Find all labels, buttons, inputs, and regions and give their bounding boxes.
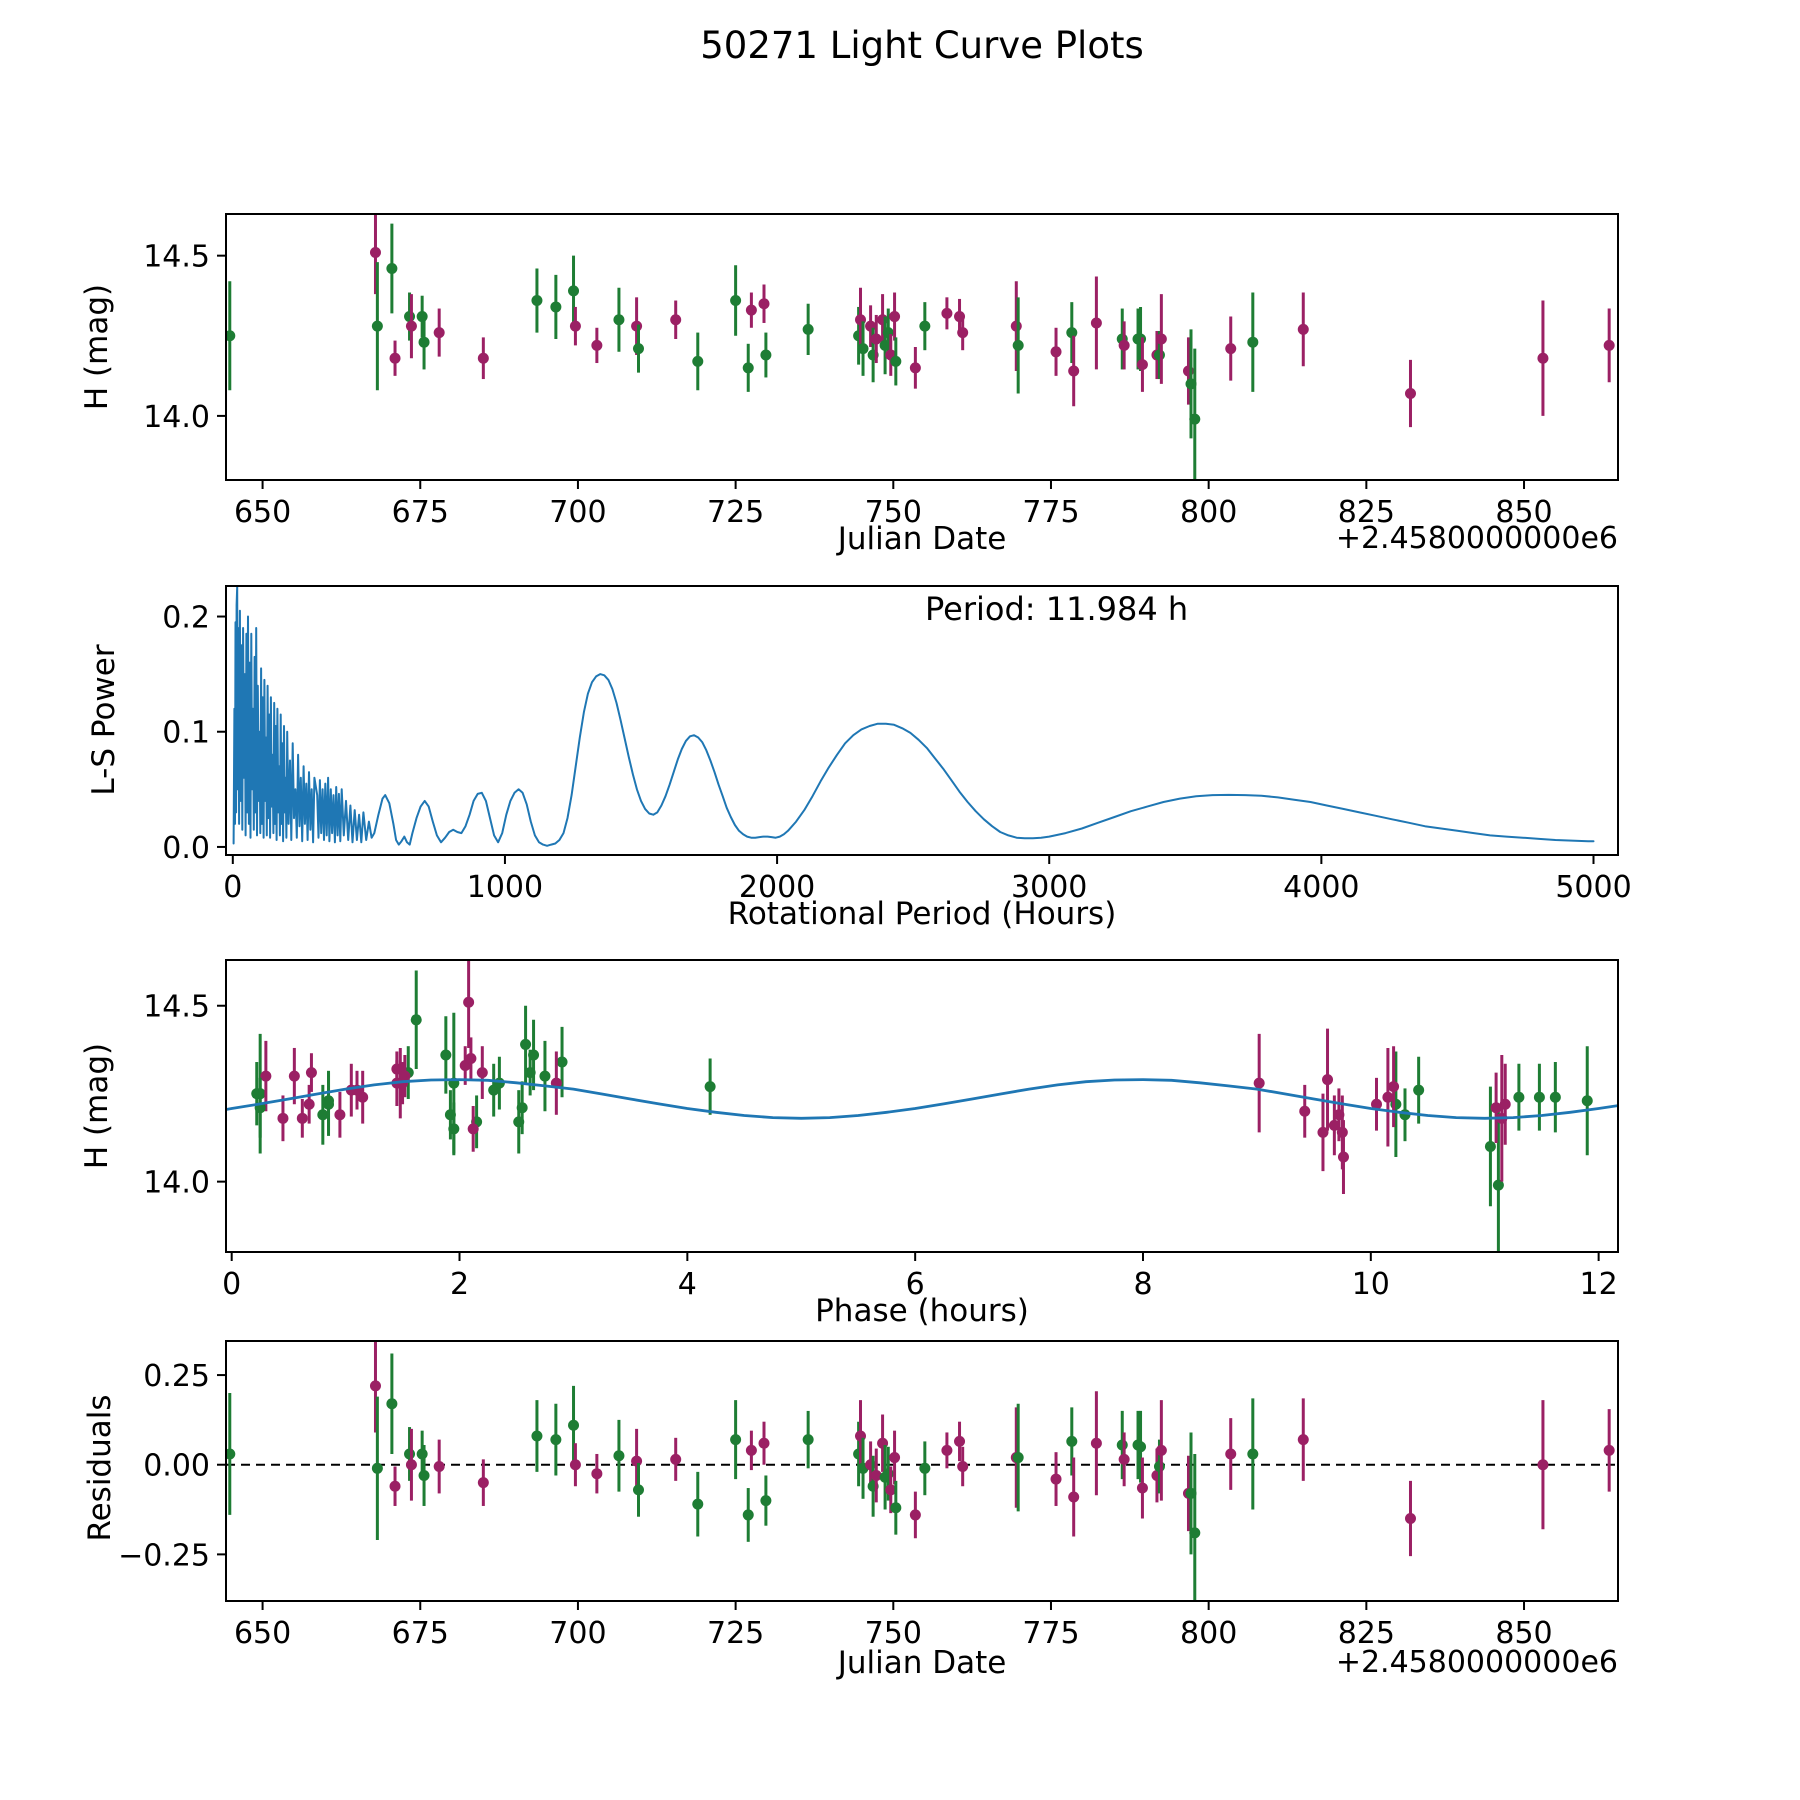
svg-text:0.0: 0.0	[162, 831, 210, 866]
svg-text:750: 750	[865, 1616, 922, 1651]
svg-text:14.0: 14.0	[143, 1166, 210, 1201]
svg-text:650: 650	[234, 495, 291, 530]
svg-text:6: 6	[906, 1267, 925, 1302]
svg-text:4: 4	[678, 1267, 697, 1302]
svg-text:700: 700	[549, 495, 606, 530]
svg-text:2000: 2000	[739, 870, 815, 905]
svg-text:−0.25: −0.25	[118, 1538, 210, 1573]
svg-text:1000: 1000	[467, 870, 543, 905]
residuals-x-offset-label: +2.4580000000e6	[1335, 1645, 1618, 1680]
svg-text:14.0: 14.0	[143, 400, 210, 435]
svg-text:4000: 4000	[1283, 870, 1359, 905]
svg-text:800: 800	[1180, 1616, 1237, 1651]
svg-text:0: 0	[223, 870, 242, 905]
svg-text:775: 775	[1022, 495, 1079, 530]
svg-text:0.2: 0.2	[162, 601, 210, 636]
residuals-xlabel: Julian Date	[837, 1645, 1007, 1681]
svg-text:0.25: 0.25	[143, 1359, 210, 1394]
residuals-ylabel: Residuals	[82, 1394, 118, 1542]
lightcurve-xlabel: Julian Date	[837, 521, 1007, 557]
period-annotation: Period: 11.984 h	[925, 590, 1189, 628]
svg-text:750: 750	[865, 495, 922, 530]
svg-text:725: 725	[707, 495, 764, 530]
svg-text:10: 10	[1352, 1267, 1390, 1302]
svg-text:800: 800	[1180, 495, 1237, 530]
svg-text:0.1: 0.1	[162, 716, 210, 751]
svg-text:14.5: 14.5	[143, 990, 210, 1025]
svg-text:5000: 5000	[1555, 870, 1631, 905]
svg-text:8: 8	[1133, 1267, 1152, 1302]
svg-text:2: 2	[450, 1267, 469, 1302]
periodogram-xlabel: Rotational Period (Hours)	[727, 896, 1117, 932]
svg-text:3000: 3000	[1011, 870, 1087, 905]
svg-text:12: 12	[1580, 1267, 1618, 1302]
svg-text:700: 700	[549, 1616, 606, 1651]
figure-title: 50271 Light Curve Plots	[700, 24, 1144, 67]
svg-text:825: 825	[1338, 495, 1395, 530]
lightcurve-x-offset-label: +2.4580000000e6	[1335, 521, 1618, 556]
periodogram-ylabel: L-S Power	[86, 644, 122, 796]
svg-text:775: 775	[1022, 1616, 1079, 1651]
phase-xlabel: Phase (hours)	[815, 1293, 1029, 1329]
svg-text:850: 850	[1495, 495, 1552, 530]
svg-text:850: 850	[1495, 1616, 1552, 1651]
phase-ylabel: H (mag)	[79, 1042, 115, 1170]
svg-text:0.00: 0.00	[143, 1449, 210, 1484]
svg-text:675: 675	[392, 1616, 449, 1651]
svg-text:825: 825	[1338, 1616, 1395, 1651]
svg-text:675: 675	[392, 495, 449, 530]
svg-text:14.5: 14.5	[143, 240, 210, 275]
svg-text:650: 650	[234, 1616, 291, 1651]
svg-text:0: 0	[222, 1267, 241, 1302]
lightcurve-ylabel: H (mag)	[79, 283, 115, 411]
svg-text:725: 725	[707, 1616, 764, 1651]
